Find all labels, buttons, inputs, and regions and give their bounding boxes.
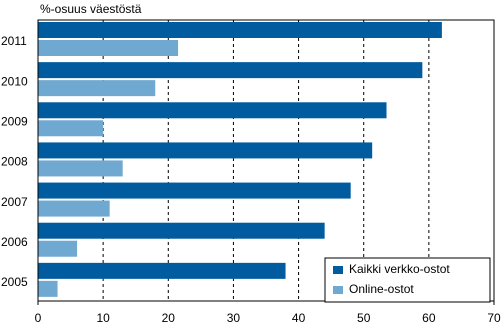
y-tick-label: 2005 [1,275,28,289]
bar [38,262,286,279]
y-tick-label: 2009 [1,115,28,129]
axis-label: %-osuus väestöstä [40,2,142,16]
legend-swatch [333,266,343,274]
legend-box [324,257,491,303]
bar [38,280,58,297]
bar [38,40,179,56]
bar [38,222,325,239]
bar [38,102,387,119]
x-tick-label: 60 [422,311,436,325]
y-tick-label: 2008 [1,155,28,169]
x-tick-label: 10 [96,311,110,325]
bar [38,182,351,199]
bar [38,142,373,159]
y-tick-label: 2010 [1,74,28,88]
legend-label: Online-ostot [349,282,414,296]
bar [38,160,123,177]
y-tick-label: 2007 [1,195,28,209]
bar [38,22,442,38]
plot-border [37,19,495,302]
x-tick-label: 40 [292,311,306,325]
x-tick-label: 0 [35,311,42,325]
bar [38,240,78,257]
y-tick-label: 2011 [1,34,27,48]
x-tick-label: 20 [162,311,176,325]
y-tick-label: 2006 [1,235,28,249]
x-tick-label: 70 [487,311,501,325]
bar [38,62,423,79]
legend-label: Kaikki verkko-ostot [349,262,450,276]
bar [38,200,110,217]
legend-swatch [333,286,343,294]
bar [38,80,156,97]
x-tick-label: 30 [227,311,241,325]
x-tick-label: 50 [357,311,371,325]
bar [38,120,104,137]
